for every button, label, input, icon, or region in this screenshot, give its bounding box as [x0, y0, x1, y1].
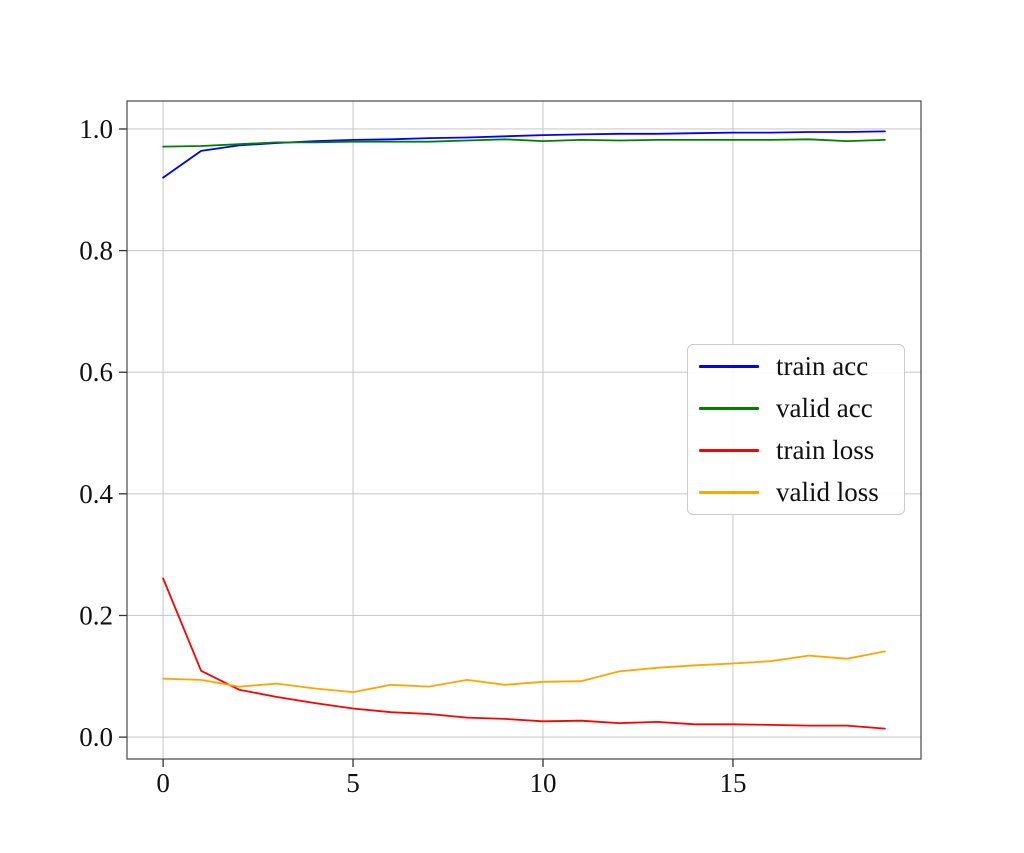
- legend-label-valid-loss: valid loss: [776, 477, 879, 507]
- legend-swatch-train-loss: [699, 449, 759, 452]
- series-line-valid-acc: [162, 138, 886, 148]
- y-tick-label-0.0: 0.0: [79, 722, 113, 752]
- legend-item-train-acc: train acc: [688, 346, 904, 388]
- tick-label-layer: 0 5 10 15 0.0 0.2 0.4 0.6 0.8 1.0: [79, 114, 746, 798]
- legend-swatch-valid-loss: [699, 491, 759, 494]
- series-line-valid-loss: [162, 650, 886, 693]
- series-line-train-loss: [162, 577, 886, 730]
- x-tick-label-15: 15: [719, 768, 746, 798]
- legend-item-train-loss: train loss: [688, 430, 904, 472]
- x-tick-label-10: 10: [529, 768, 556, 798]
- legend-swatch-train-acc: [699, 365, 759, 368]
- legend-item-valid-acc: valid acc: [688, 388, 904, 430]
- y-tick-label-1.0: 1.0: [79, 114, 113, 144]
- y-tick-label-0.8: 0.8: [79, 236, 113, 266]
- y-tick-label-0.2: 0.2: [79, 600, 113, 630]
- legend-swatch-valid-acc: [699, 407, 759, 410]
- axis-layer: [119, 100, 922, 767]
- series-layer: [162, 130, 886, 730]
- legend-label-valid-acc: valid acc: [776, 393, 873, 423]
- legend-label-train-loss: train loss: [776, 435, 875, 465]
- grid-layer: [127, 101, 921, 759]
- y-tick-label-0.6: 0.6: [79, 357, 113, 387]
- legend: train acc valid acc train loss valid los…: [687, 344, 905, 515]
- y-tick-label-0.4: 0.4: [79, 479, 113, 509]
- series-line-train-acc: [162, 130, 886, 179]
- legend-label-train-acc: train acc: [776, 351, 869, 381]
- plot-border: [126, 100, 922, 760]
- x-tick-label-0: 0: [156, 768, 170, 798]
- x-tick-label-5: 5: [346, 768, 360, 798]
- legend-item-valid-loss: valid loss: [688, 472, 904, 514]
